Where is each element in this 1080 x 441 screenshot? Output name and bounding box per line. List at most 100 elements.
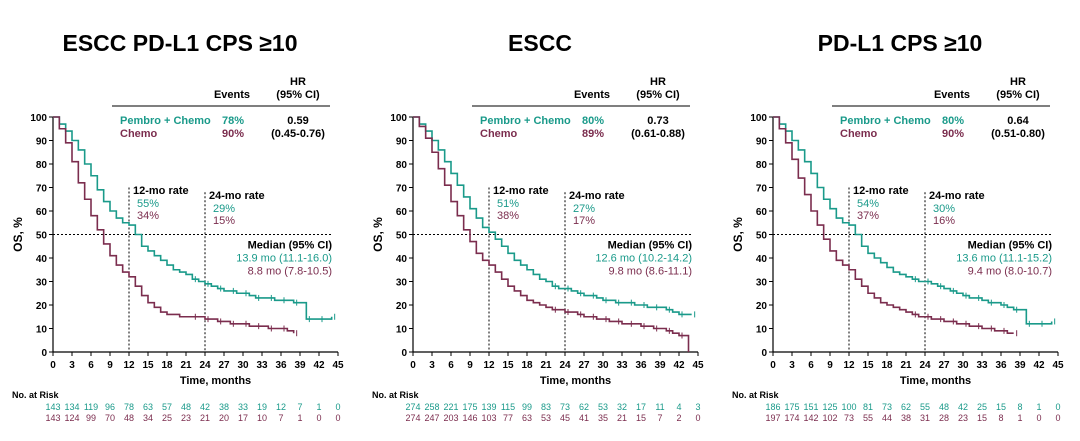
x-tick-label: 21	[180, 360, 192, 371]
x-tick-label: 45	[1052, 360, 1064, 371]
at-risk-chemo-value: 103	[481, 413, 496, 423]
hr-header: HR	[1010, 76, 1026, 88]
rate12-chemo: 38%	[497, 210, 519, 222]
x-tick-label: 33	[256, 360, 268, 371]
x-tick-label: 6	[88, 360, 94, 371]
hr-header: HR	[650, 76, 666, 88]
at-risk-chemo-value: 203	[443, 413, 458, 423]
at-risk-pembro-value: 221	[443, 402, 458, 412]
events-header: Events	[934, 89, 970, 101]
at-risk-pembro-value: 3	[695, 402, 700, 412]
at-risk-pembro-value: 115	[501, 402, 515, 412]
at-risk-chemo-value: 15	[636, 413, 646, 423]
at-risk-chemo-value: 23	[181, 413, 191, 423]
at-risk-chemo-value: 45	[560, 413, 570, 423]
at-risk-pembro-value: 19	[257, 402, 267, 412]
at-risk-pembro-value: 0	[1055, 402, 1060, 412]
y-tick-label: 70	[756, 184, 768, 195]
events-header: Events	[574, 89, 610, 101]
x-tick-label: 12	[483, 360, 495, 371]
y-tick-label: 90	[756, 137, 768, 148]
panel-escc: ESCC Events HR (95% CI) Pembro + Chemo 80% Ch…	[360, 0, 720, 441]
at-risk-pembro-value: 125	[822, 402, 837, 412]
x-tick-label: 15	[862, 360, 874, 371]
at-risk-pembro-value: 62	[901, 402, 911, 412]
x-tick-label: 9	[827, 360, 833, 371]
x-tick-label: 42	[313, 360, 325, 371]
x-tick-label: 30	[957, 360, 969, 371]
at-risk-chemo-value: 124	[64, 413, 79, 423]
at-risk-chemo-value: 146	[462, 413, 477, 423]
at-risk-chemo-value: 1	[297, 413, 302, 423]
median-title: Median (95% CI)	[608, 239, 693, 251]
legend-hr-ci: (0.45-0.76)	[271, 128, 325, 140]
at-risk-pembro-value: 48	[939, 402, 949, 412]
panel-title: PD-L1 CPS ≥10	[817, 30, 983, 56]
median-pembro: 13.9 mo (11.1-16.0)	[236, 252, 332, 264]
y-tick-label: 90	[396, 137, 408, 148]
x-tick-label: 30	[237, 360, 249, 371]
at-risk-pembro-value: 100	[841, 402, 856, 412]
at-risk-pembro-value: 38	[219, 402, 229, 412]
median-title: Median (95% CI)	[968, 239, 1053, 251]
at-risk-chemo-value: 28	[939, 413, 949, 423]
rate24-chemo: 15%	[213, 215, 235, 227]
at-risk-pembro-value: 7	[297, 402, 302, 412]
at-risk-chemo-value: 73	[844, 413, 854, 423]
at-risk-pembro-value: 12	[276, 402, 286, 412]
x-tick-label: 3	[429, 360, 435, 371]
y-tick-label: 70	[36, 184, 48, 195]
y-tick-label: 80	[756, 160, 768, 171]
survival-curve-chemo	[53, 116, 295, 334]
x-tick-label: 0	[50, 360, 56, 371]
x-tick-label: 27	[578, 360, 590, 371]
at-risk-chemo-value: 1	[1017, 413, 1022, 423]
at-risk-chemo-value: 143	[45, 413, 60, 423]
at-risk-pembro-value: 15	[996, 402, 1006, 412]
median-pembro: 12.6 mo (10.2-14.2)	[595, 252, 692, 264]
rate12-pembro: 54%	[857, 198, 879, 210]
median-chemo: 9.4 mo (8.0-10.7)	[968, 265, 1052, 277]
hr-header: HR	[290, 76, 306, 88]
x-tick-label: 12	[123, 360, 135, 371]
rate24-label: 24-mo rate	[209, 190, 265, 202]
at-risk-chemo-value: 23	[958, 413, 968, 423]
at-risk-chemo-value: 0	[1036, 413, 1041, 423]
at-risk-pembro-value: 175	[784, 402, 799, 412]
legend-chemo-label: Chemo	[120, 128, 158, 140]
at-risk-chemo-value: 44	[882, 413, 892, 423]
y-axis-label: OS, %	[731, 217, 745, 252]
at-risk-chemo-value: 63	[522, 413, 532, 423]
at-risk-chemo-value: 142	[803, 413, 818, 423]
y-tick-label: 70	[396, 184, 408, 195]
rate24-label: 24-mo rate	[929, 190, 985, 202]
at-risk-chemo-value: 274	[405, 413, 420, 423]
median-chemo: 8.8 mo (7.8-10.5)	[248, 265, 332, 277]
y-tick-label: 10	[36, 325, 48, 336]
y-tick-label: 30	[396, 278, 408, 289]
panel-cps10: PD-L1 CPS ≥10 Events HR (95% CI) Pembro + C…	[720, 0, 1080, 441]
rate12-chemo: 34%	[137, 210, 159, 222]
x-tick-label: 39	[1014, 360, 1026, 371]
legend-pembro-label: Pembro + Chemo	[120, 115, 211, 127]
at-risk-pembro-value: 1	[1036, 402, 1041, 412]
at-risk-pembro-value: 73	[560, 402, 570, 412]
x-tick-label: 27	[938, 360, 950, 371]
median-chemo: 9.8 mo (8.6-11.1)	[608, 265, 692, 277]
at-risk-chemo-value: 0	[316, 413, 321, 423]
x-tick-label: 24	[919, 360, 931, 371]
events-header: Events	[214, 89, 250, 101]
rate12-chemo: 37%	[857, 210, 879, 222]
at-risk-chemo-value: 247	[424, 413, 439, 423]
hr-ci-header: (95% CI)	[276, 89, 320, 101]
at-risk-pembro-value: 32	[617, 402, 627, 412]
at-risk-pembro-value: 83	[541, 402, 551, 412]
at-risk-pembro-value: 62	[579, 402, 589, 412]
at-risk-chemo-value: 8	[998, 413, 1003, 423]
rate24-pembro: 27%	[573, 203, 595, 215]
x-tick-label: 27	[218, 360, 230, 371]
y-tick-label: 100	[30, 113, 47, 124]
rate24-label: 24-mo rate	[569, 190, 625, 202]
x-tick-label: 0	[410, 360, 416, 371]
hr-ci-header: (95% CI)	[996, 89, 1040, 101]
